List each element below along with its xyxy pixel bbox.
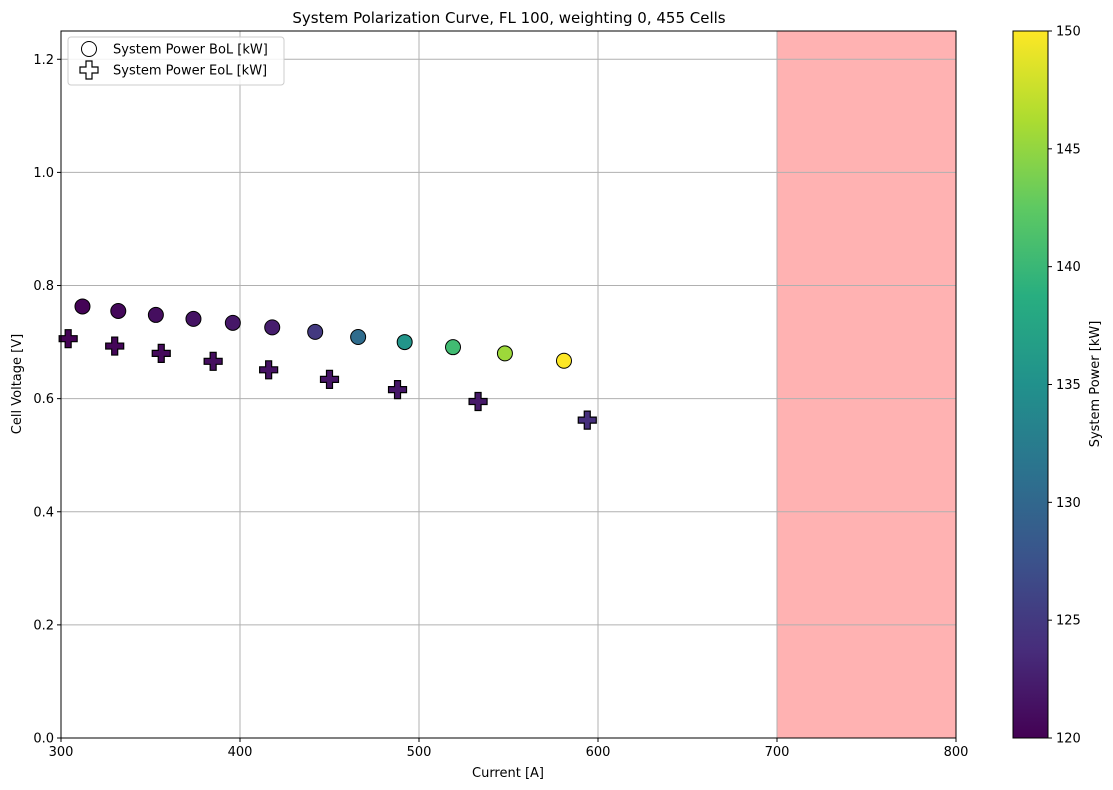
eol-point <box>468 391 488 412</box>
bol-point <box>224 314 241 331</box>
chart-title: System Polarization Curve, FL 100, weigh… <box>292 9 725 27</box>
eol-point <box>105 336 125 356</box>
colorbar-ticks: 120 125 130 135 140 145 150 <box>1048 25 1081 747</box>
legend: System Power BoL [kW] System Power EoL [… <box>67 36 285 86</box>
eol-point <box>203 351 223 371</box>
x-tick-label: 600 <box>586 745 611 760</box>
plot-frame <box>60 30 957 739</box>
bol-point <box>445 339 462 356</box>
legend-circle-marker <box>81 41 97 57</box>
eol-point <box>259 360 279 380</box>
legend-label-eol: System Power EoL [kW] <box>113 64 267 79</box>
colorbar-gradient <box>1012 30 1049 739</box>
data-points <box>58 298 597 430</box>
bol-point <box>110 302 127 319</box>
bol-point <box>147 306 164 323</box>
shaded-region <box>777 31 956 738</box>
x-tick-label: 500 <box>407 745 432 760</box>
x-tick-label: 400 <box>228 745 253 760</box>
y-tick-label: 0.8 <box>33 279 54 294</box>
colorbar-label: System Power [kW] <box>1088 321 1103 448</box>
y-tick-label: 0.0 <box>33 732 54 747</box>
colorbar: 120 125 130 135 140 145 150 System Power [kW] <box>1012 25 1103 747</box>
bol-point <box>555 352 572 369</box>
x-axis-label: Current [A] <box>472 766 544 781</box>
bol-point <box>74 298 91 315</box>
y-tick-label: 0.2 <box>33 618 54 633</box>
colorbar-tick-label: 125 <box>1056 614 1081 629</box>
y-tick-label: 0.6 <box>33 392 54 407</box>
eol-point <box>151 343 171 363</box>
legend-plus-marker <box>79 60 99 80</box>
y-tick-label: 1.0 <box>33 166 54 181</box>
y-axis: 0.0 0.2 0.4 0.6 0.8 1.0 1.2 <box>33 53 61 747</box>
bol-point <box>496 345 513 362</box>
eol-point <box>58 329 78 349</box>
bol-point <box>350 328 367 345</box>
colorbar-tick-label: 140 <box>1056 260 1081 275</box>
bol-point <box>396 334 413 351</box>
colorbar-tick-label: 130 <box>1056 496 1081 511</box>
legend-label-bol: System Power BoL [kW] <box>113 43 268 58</box>
colorbar-tick-label: 135 <box>1056 378 1081 393</box>
bol-point <box>307 323 324 340</box>
x-tick-label: 800 <box>944 745 969 760</box>
x-tick-label: 300 <box>49 745 74 760</box>
x-axis: 300 400 500 600 700 800 <box>49 738 969 760</box>
bol-point <box>185 310 202 327</box>
y-tick-label: 1.2 <box>33 53 54 68</box>
eol-point <box>319 369 340 390</box>
eol-point <box>577 410 597 430</box>
eol-point <box>387 379 408 400</box>
y-tick-label: 0.4 <box>33 505 54 520</box>
bol-point <box>264 319 281 336</box>
colorbar-tick-label: 150 <box>1056 25 1081 40</box>
colorbar-tick-label: 145 <box>1056 142 1081 157</box>
y-axis-label: Cell Voltage [V] <box>10 334 25 434</box>
x-tick-label: 700 <box>765 745 790 760</box>
legend-box <box>67 36 285 86</box>
colorbar-tick-label: 120 <box>1056 732 1081 747</box>
